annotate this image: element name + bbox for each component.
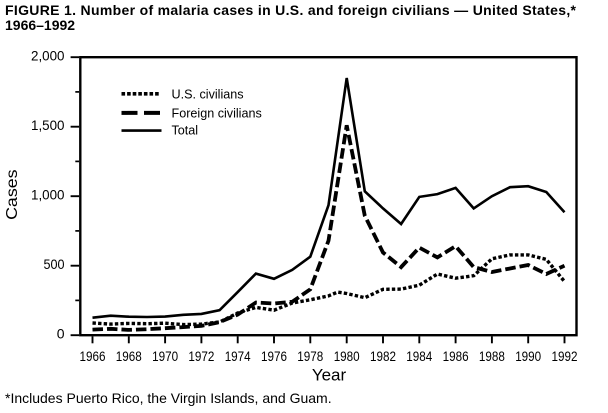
svg-text:1966–1992: 1966–1992 xyxy=(5,17,75,33)
svg-text:1968: 1968 xyxy=(116,348,142,364)
svg-text:FIGURE 1. Number of malaria ca: FIGURE 1. Number of malaria cases in U.S… xyxy=(5,2,577,18)
svg-text:Foreign civilians: Foreign civilians xyxy=(172,107,262,121)
svg-text:*Includes Puerto Rico, the Vir: *Includes Puerto Rico, the Virgin Island… xyxy=(5,390,332,406)
svg-text:1982: 1982 xyxy=(370,348,396,364)
svg-text:0: 0 xyxy=(57,326,65,342)
svg-text:U.S. civilians: U.S. civilians xyxy=(172,87,244,101)
svg-text:Year: Year xyxy=(312,365,347,384)
svg-text:1976: 1976 xyxy=(261,348,287,364)
svg-text:1970: 1970 xyxy=(152,348,178,364)
svg-text:1988: 1988 xyxy=(479,348,505,364)
svg-text:1980: 1980 xyxy=(334,348,360,364)
svg-text:1966: 1966 xyxy=(80,348,106,364)
svg-text:Total: Total xyxy=(172,124,199,138)
svg-text:1992: 1992 xyxy=(552,348,578,364)
svg-text:1984: 1984 xyxy=(406,348,432,364)
svg-text:1990: 1990 xyxy=(515,348,541,364)
svg-text:1,500: 1,500 xyxy=(31,117,65,133)
svg-text:500: 500 xyxy=(44,256,65,272)
svg-text:2,000: 2,000 xyxy=(31,48,65,64)
svg-text:1978: 1978 xyxy=(297,348,323,364)
svg-text:1986: 1986 xyxy=(443,348,469,364)
svg-text:1972: 1972 xyxy=(188,348,214,364)
svg-text:Cases: Cases xyxy=(4,169,21,220)
svg-text:1,000: 1,000 xyxy=(31,187,65,203)
svg-text:1974: 1974 xyxy=(225,348,251,364)
